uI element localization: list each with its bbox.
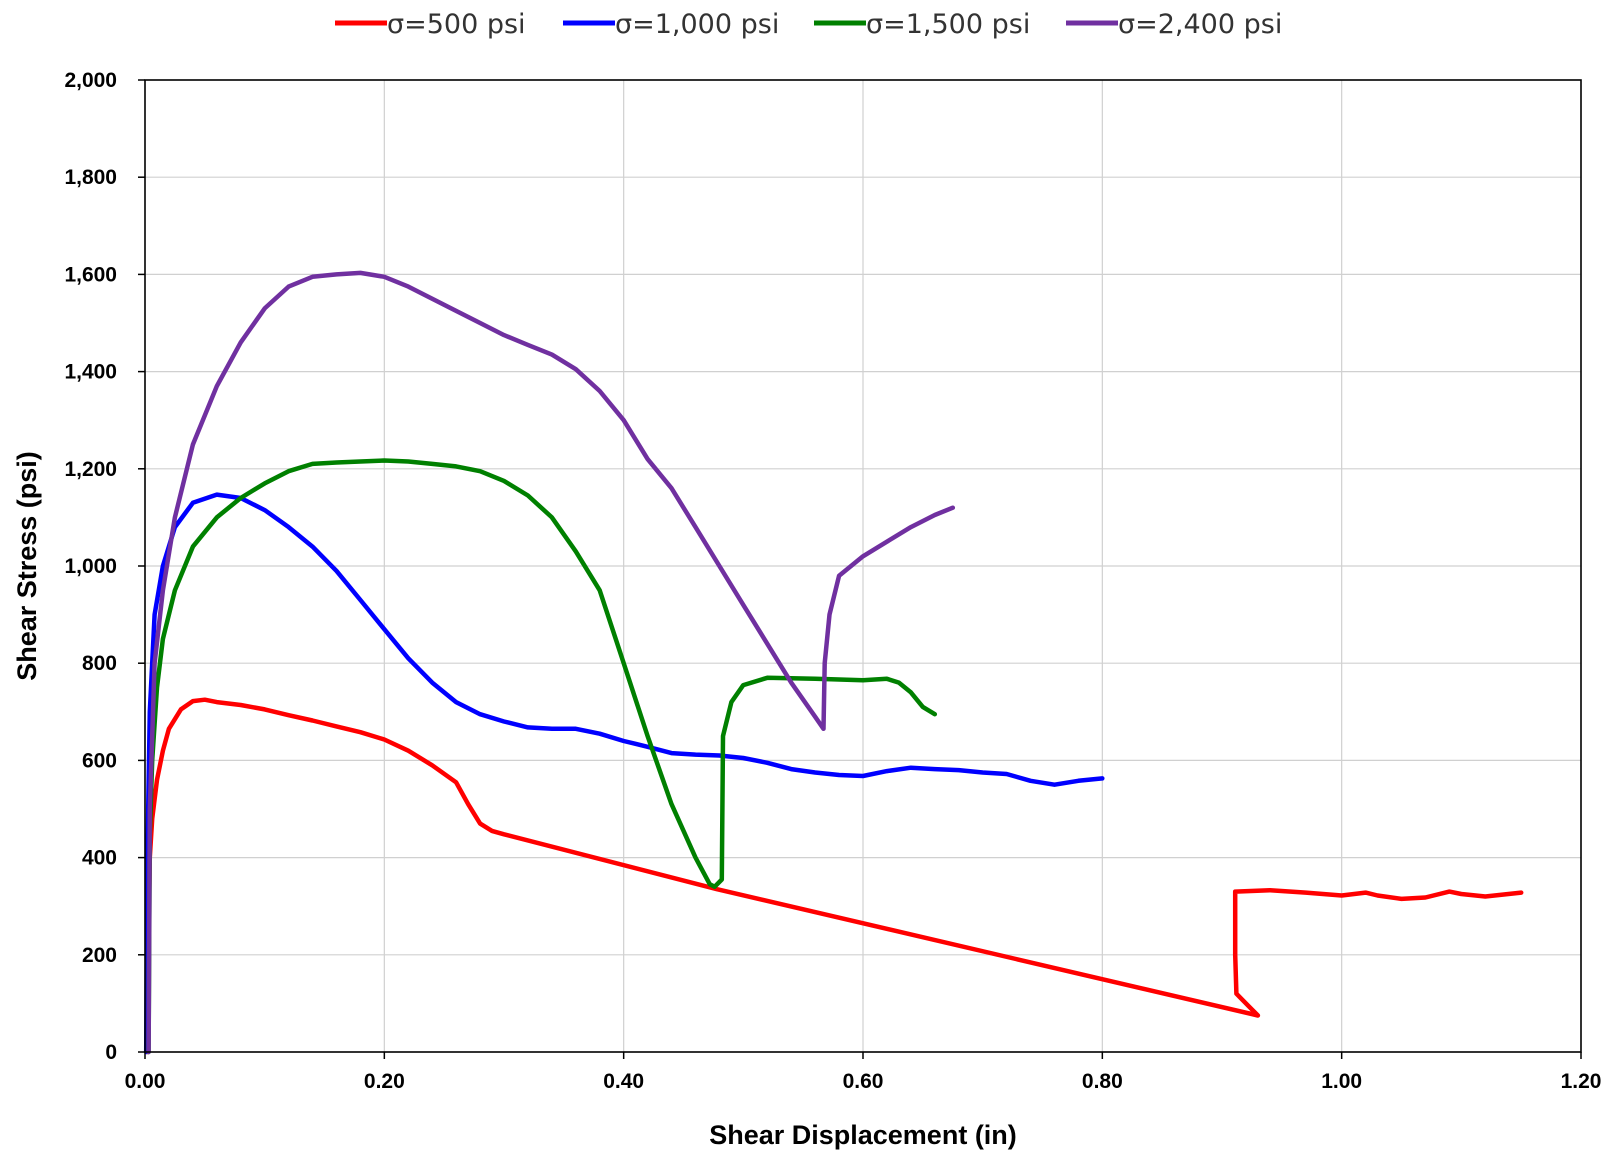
y-tick-label: 1,800: [64, 166, 117, 189]
gridlines: [145, 80, 1581, 1052]
legend-label-3: σ=1,500 psi: [866, 9, 1030, 40]
series-line-1: [145, 697, 1524, 1055]
y-tick-label: 1,000: [64, 555, 117, 578]
y-tick-label: 200: [82, 944, 117, 967]
series-line-2: [143, 492, 1105, 1055]
x-tick-label: 0.40: [603, 1070, 644, 1093]
x-tick-label: 0.60: [843, 1070, 884, 1093]
legend-label-2: σ=1,000 psi: [615, 9, 779, 40]
y-tick-label: 800: [82, 652, 117, 675]
y-tick-label: 2,000: [64, 69, 117, 92]
series-lines: [143, 270, 1524, 1055]
x-tick-label: 1.00: [1321, 1070, 1362, 1093]
legend-label-1: σ=500 psi: [387, 9, 526, 40]
legend-label-4: σ=2,400 psi: [1118, 9, 1282, 40]
y-tick-label: 0: [105, 1041, 117, 1064]
x-tick-label: 1.20: [1561, 1070, 1602, 1093]
y-tick-label: 600: [82, 749, 117, 772]
x-tick-label: 0.20: [364, 1070, 405, 1093]
x-tick-label: 0.00: [125, 1070, 166, 1093]
x-axis-title: Shear Displacement (in): [709, 1120, 1017, 1150]
x-tick-label: 0.80: [1082, 1070, 1123, 1093]
series-line-4: [146, 270, 956, 1055]
y-tick-label: 1,200: [64, 458, 117, 481]
y-axis-ticks: 0 200 400 600 800 1,000 1,200 1,400 1,600 1,800 2,…: [64, 69, 145, 1064]
series-line-3: [146, 458, 938, 1055]
y-tick-label: 400: [82, 847, 117, 870]
y-tick-label: 1,600: [64, 263, 117, 286]
y-tick-label: 1,400: [64, 361, 117, 384]
x-axis-ticks: 0.00 0.20 0.40 0.60 0.80 1.00 1.20: [125, 1052, 1602, 1093]
y-axis-title: Shear Stress (psi): [12, 451, 42, 681]
legend: σ=500 psi σ=1,000 psi σ=1,500 psi σ=2,400 p…: [335, 9, 1282, 40]
